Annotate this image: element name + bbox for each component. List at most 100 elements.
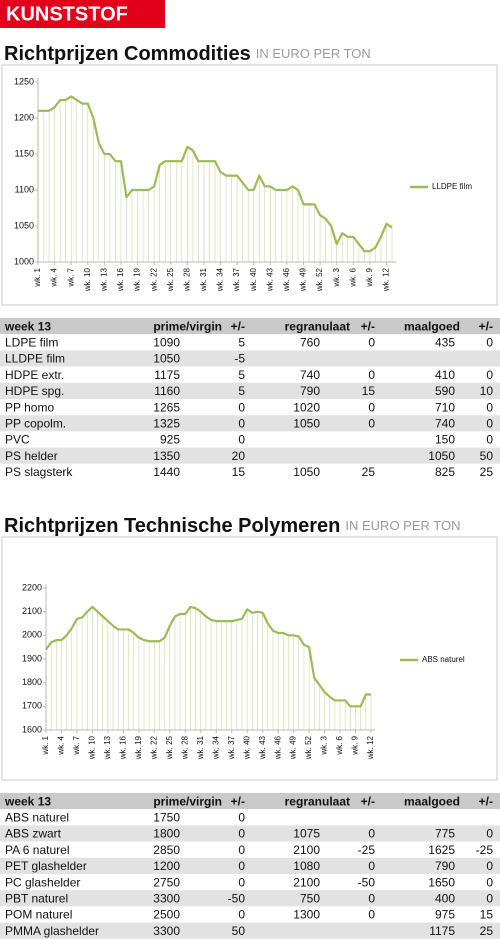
series-line bbox=[45, 605, 371, 708]
row-label: PP copolm. bbox=[5, 416, 66, 430]
table-row-bg bbox=[0, 447, 500, 464]
table-row-bg bbox=[0, 431, 500, 448]
row-label: LDPE film bbox=[5, 335, 58, 349]
cell-value: 775 bbox=[435, 827, 455, 841]
cell-value: 1080 bbox=[293, 859, 320, 873]
cell-value: 0 bbox=[238, 859, 245, 873]
cell-value: 0 bbox=[486, 400, 493, 414]
x-tick-label: wk. 40 bbox=[242, 735, 251, 760]
table-row-bg bbox=[0, 906, 500, 923]
cell-value: 3300 bbox=[153, 891, 180, 905]
y-tick-label: 2200 bbox=[22, 582, 42, 592]
legend-label: LLDPE film bbox=[432, 182, 472, 191]
y-tick-label: 2100 bbox=[22, 606, 42, 616]
cell-value: 25 bbox=[362, 465, 376, 479]
row-label: PS helder bbox=[5, 449, 58, 463]
cell-value: 1175 bbox=[154, 368, 180, 382]
cell-value: 25 bbox=[480, 924, 494, 938]
x-tick-label: wk. 12 bbox=[382, 267, 391, 292]
table-row-bg bbox=[0, 334, 500, 351]
column-header: prime/virgin bbox=[153, 794, 222, 808]
column-header: week 13 bbox=[4, 319, 51, 333]
cell-value: -50 bbox=[358, 875, 376, 889]
column-header: maalgoed bbox=[404, 319, 460, 333]
table-header-bg bbox=[0, 318, 500, 335]
x-tick-label: wk. 12 bbox=[366, 735, 375, 760]
x-tick-label: wk. 7 bbox=[66, 267, 75, 287]
x-tick-label: wk. 3 bbox=[332, 267, 341, 287]
cell-value: 410 bbox=[435, 368, 455, 382]
cell-value: 1800 bbox=[153, 827, 180, 841]
table-row-bg bbox=[0, 399, 500, 416]
section-heading: Richtprijzen Commodities IN EURO PER TON bbox=[4, 43, 371, 65]
cell-value: 740 bbox=[300, 368, 320, 382]
cell-value: 0 bbox=[368, 908, 375, 922]
row-label: HDPE spg. bbox=[5, 384, 64, 398]
cell-value: 0 bbox=[368, 827, 375, 841]
x-tick-label: wk. 37 bbox=[232, 267, 241, 292]
cell-value: 1650 bbox=[428, 875, 455, 889]
x-tick-label: wk. 19 bbox=[133, 267, 142, 292]
cell-value: 740 bbox=[435, 416, 455, 430]
cell-value: 20 bbox=[232, 449, 246, 463]
cell-value: 3300 bbox=[153, 924, 180, 938]
x-tick-label: wk. 9 bbox=[351, 735, 360, 755]
cell-value: 0 bbox=[486, 827, 493, 841]
x-tick-label: wk. 46 bbox=[273, 735, 282, 760]
cell-value: 0 bbox=[238, 416, 245, 430]
x-tick-label: wk. 6 bbox=[348, 267, 357, 287]
cell-value: 0 bbox=[238, 433, 245, 447]
x-tick-label: wk. 43 bbox=[265, 267, 274, 292]
row-label: PBT naturel bbox=[5, 891, 68, 905]
x-tick-label: wk. 28 bbox=[180, 735, 189, 760]
cell-value: 1050 bbox=[293, 465, 320, 479]
cell-value: 5 bbox=[238, 368, 245, 382]
table-row-bg bbox=[0, 874, 500, 891]
column-header: prime/virgin bbox=[153, 319, 222, 333]
cell-value: 400 bbox=[435, 891, 455, 905]
x-tick-label: wk. 25 bbox=[165, 735, 174, 760]
x-tick-label: wk. 1 bbox=[33, 267, 42, 287]
cell-value: 1325 bbox=[153, 416, 180, 430]
x-tick-label: wk. 16 bbox=[118, 735, 127, 760]
row-label: HDPE extr. bbox=[5, 368, 64, 382]
cell-value: 790 bbox=[300, 384, 320, 398]
table-header-bg bbox=[0, 793, 500, 810]
table-row-bg bbox=[0, 857, 500, 874]
cell-value: 0 bbox=[238, 843, 245, 857]
x-tick-label: wk. 9 bbox=[365, 267, 374, 287]
y-tick-label: 1250 bbox=[14, 76, 34, 86]
cell-value: 1625 bbox=[428, 843, 455, 857]
chart-frame bbox=[1, 536, 498, 781]
x-tick-label: wk. 52 bbox=[315, 267, 324, 292]
y-tick-label: 1100 bbox=[15, 184, 34, 194]
cell-value: 0 bbox=[486, 891, 493, 905]
x-tick-label: wk. 43 bbox=[258, 735, 267, 760]
y-tick-label: 1700 bbox=[22, 701, 42, 711]
cell-value: 0 bbox=[368, 416, 375, 430]
y-tick-label: 1000 bbox=[14, 256, 34, 266]
column-header: maalgoed bbox=[404, 794, 460, 808]
x-tick-label: wk. 16 bbox=[116, 267, 125, 292]
cell-value: 5 bbox=[238, 384, 245, 398]
cell-value: 1050 bbox=[153, 352, 180, 366]
x-tick-label: wk. 10 bbox=[83, 267, 92, 292]
chart-frame bbox=[1, 64, 498, 306]
cell-value: 0 bbox=[238, 827, 245, 841]
x-tick-label: wk. 46 bbox=[282, 267, 291, 292]
cell-value: 0 bbox=[368, 368, 375, 382]
series-line bbox=[38, 95, 393, 253]
row-label: POM naturel bbox=[5, 908, 72, 922]
cell-value: 710 bbox=[435, 400, 455, 414]
x-tick-label: wk. 22 bbox=[149, 735, 158, 760]
x-tick-label: wk. 4 bbox=[50, 267, 59, 287]
x-tick-label: wk. 4 bbox=[57, 735, 66, 755]
x-tick-label: wk. 7 bbox=[72, 735, 81, 755]
cell-value: 1090 bbox=[153, 335, 180, 349]
cell-value: 0 bbox=[238, 400, 245, 414]
row-label: PC glashelder bbox=[5, 875, 80, 889]
cell-value: 925 bbox=[160, 433, 180, 447]
cell-value: 2750 bbox=[153, 875, 180, 889]
cell-value: 0 bbox=[486, 859, 493, 873]
